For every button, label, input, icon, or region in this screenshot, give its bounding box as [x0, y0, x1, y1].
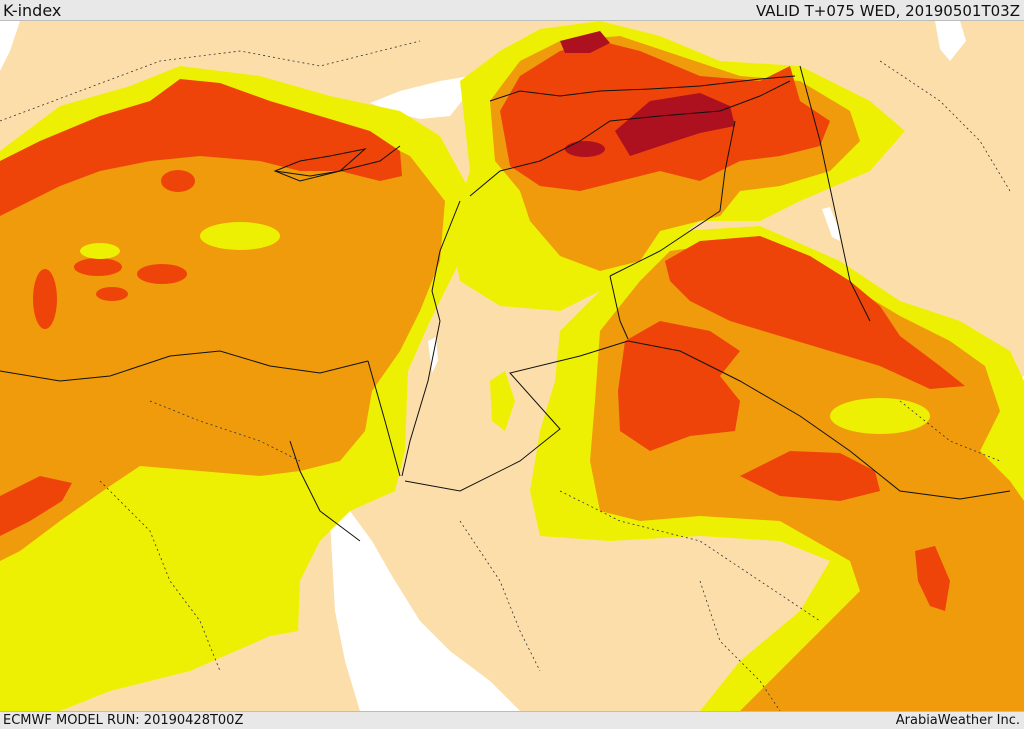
border-israel-jordan [401, 320, 441, 477]
lake-urmia [822, 207, 840, 241]
province-line-5 [699, 580, 781, 711]
black-sea-bay [370, 76, 470, 119]
red-patch-2 [74, 258, 122, 276]
province-line-1 [0, 40, 421, 122]
yellow-patch-3 [510, 264, 570, 288]
credit-label: ArabiaWeather Inc. [895, 713, 1020, 728]
yellow-patch-5 [145, 487, 195, 515]
yellow-patch-2 [80, 243, 120, 259]
dark-red-patch [565, 141, 605, 157]
red-area-turkey-coast [0, 79, 402, 216]
border-syria-iraq [609, 120, 736, 277]
border-turkey-north [489, 75, 796, 102]
red-area-iraq-central [665, 236, 965, 389]
red-patch-1 [161, 170, 195, 192]
title-bar: K-index VALID T+075 WED, 20190501T03Z [0, 0, 1024, 21]
red-patch-3 [137, 264, 187, 284]
yellow-patch-1 [200, 222, 280, 250]
border-jordan-saudi [404, 340, 629, 492]
red-area-saudi-east [740, 451, 880, 501]
province-line-6 [879, 60, 1011, 192]
dark-red-area-turkey-east [560, 31, 610, 53]
dark-red-area-syria-iraq [615, 93, 735, 156]
aegean-sea [0, 21, 20, 71]
border-iraq-iran [799, 65, 871, 322]
orange-area-mediterranean [0, 111, 445, 561]
border-jordan-iraq [609, 275, 629, 340]
yellow-patch-jordan [490, 371, 515, 431]
national-borders [0, 65, 1011, 542]
k-index-map[interactable] [0, 21, 1024, 711]
border-syria-lebanon [431, 200, 461, 322]
border-iraq-saudi [627, 340, 1011, 500]
cyprus-outline [273, 148, 367, 182]
red-sea [330, 511, 520, 711]
yellow-dry-patches [80, 222, 930, 515]
province-line-7 [899, 400, 1001, 462]
red-area-libya [0, 476, 72, 536]
red-patch-4 [96, 287, 128, 301]
map-title: K-index [3, 1, 62, 20]
red-area-saudi-north [618, 321, 740, 451]
model-run-label: ECMWF MODEL RUN: 20190428T00Z [3, 713, 244, 728]
province-boundaries [0, 40, 1011, 711]
border-egypt-israel [367, 360, 401, 477]
red-area-gulf [915, 546, 950, 611]
coastline-egypt-north [0, 350, 369, 382]
valid-time-label: VALID T+075 WED, 20190501T03Z [755, 2, 1020, 20]
caspian-coast [935, 21, 966, 61]
footer-bar: ECMWF MODEL RUN: 20190428T00Z ArabiaWeat… [0, 711, 1024, 729]
province-line-4 [559, 490, 821, 622]
border-turkey-syria [469, 80, 791, 197]
k-index-dark-red-layer [560, 31, 735, 157]
province-line-2 [149, 400, 301, 462]
red-patch-5 [33, 269, 57, 329]
coastline-sinai-gulf [289, 440, 361, 542]
yellow-patch-4 [830, 398, 930, 434]
province-line-8 [459, 520, 541, 672]
